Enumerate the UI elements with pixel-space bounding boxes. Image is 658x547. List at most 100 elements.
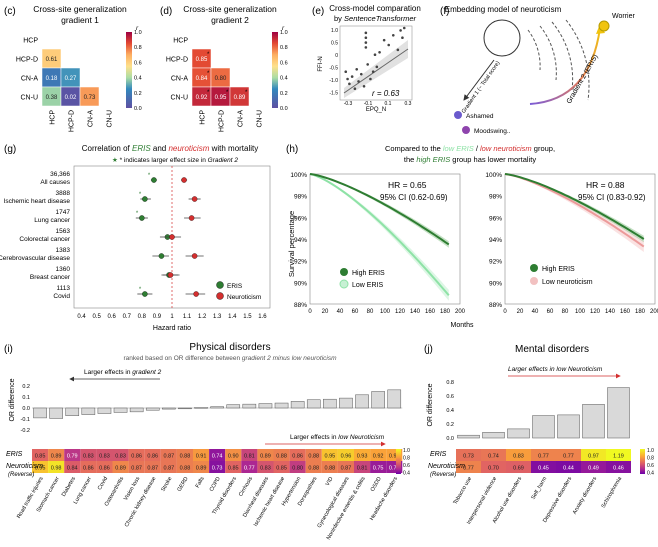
panel-i-colorbar — [396, 449, 401, 474]
or-bar — [355, 394, 369, 409]
heat-value: 0.80 — [292, 466, 303, 472]
scatter-xlabel: EPQ_N — [366, 107, 386, 113]
moodswing-node — [462, 126, 470, 134]
x-tick: -0.3 — [344, 101, 353, 107]
low-group-curve — [309, 173, 450, 296]
panel-f: (f) Embedding model of neuroticism Gradi… — [440, 5, 635, 135]
heat-value: 0.86 — [99, 466, 110, 472]
or-bar — [507, 428, 530, 439]
x-tick: 1.1 — [183, 314, 192, 320]
heat-value: 0.46 — [613, 466, 624, 472]
x-tick: 0.5 — [92, 314, 101, 320]
x-tick: 0.6 — [108, 314, 117, 320]
panel-i-ylabel: OR difference — [9, 378, 16, 421]
heat-value: 0.97 — [588, 454, 599, 460]
or-bar — [339, 397, 353, 409]
scatter-point — [357, 80, 360, 83]
scatter-point — [359, 72, 363, 76]
heat-cell — [337, 449, 354, 461]
heat-cell — [305, 449, 322, 461]
cell-value: 0.85 — [196, 57, 208, 63]
effect-star: * — [139, 287, 142, 293]
heatmap-cell — [229, 86, 250, 107]
y-tick: 1.0 — [331, 28, 338, 34]
y-tick: -0.2 — [21, 428, 30, 434]
heat-cell — [241, 449, 258, 461]
or-bar — [242, 403, 257, 409]
heat-cell — [112, 449, 129, 461]
neuro-point — [188, 215, 195, 221]
category-label: Depressive disorders — [542, 476, 573, 524]
heat-value: 0.86 — [292, 454, 303, 460]
eris-point — [142, 196, 148, 202]
scatter-point — [401, 36, 404, 40]
heat-cell — [370, 449, 387, 461]
y-tick: 88% — [294, 302, 307, 309]
heat-value: 0.49 — [588, 466, 599, 472]
colorbar-d-ticks: 1.0 0.8 0.6 0.4 0.2 0.0 — [280, 30, 288, 112]
heat-cell — [506, 449, 531, 461]
heat-value: 0.69 — [513, 466, 524, 472]
x-tick: 100 — [575, 309, 586, 315]
heat-cell — [305, 461, 322, 473]
legend-neuro-label: Neuroticism — [227, 294, 261, 301]
x-tick: 40 — [532, 309, 539, 315]
heat-cell — [456, 461, 481, 473]
y-tick: 96% — [489, 215, 502, 222]
heat-cell — [96, 449, 113, 461]
panel-e-letter: (e) — [312, 6, 324, 17]
heat-value: 0.81 — [244, 454, 255, 460]
heat-cell — [64, 449, 81, 461]
category-label: VID — [325, 476, 335, 487]
x-tick: 20 — [322, 309, 329, 315]
colorbar-tick: 0.4 — [403, 471, 410, 477]
x-tick: 140 — [605, 309, 616, 315]
or-bar — [582, 404, 605, 439]
panel-i-arrow-right-label: Larger effects in low Neuroticism — [290, 434, 385, 441]
heat-cell — [209, 449, 226, 461]
left-legend-high: High ERIS — [352, 270, 385, 277]
colorbar-c — [126, 32, 132, 108]
or-bar — [162, 407, 176, 410]
panel-g-note: ★ * indicates larger effect size in Grad… — [112, 156, 238, 164]
y-tick: 94% — [489, 237, 502, 244]
heat-cell — [531, 449, 556, 461]
heat-value: 0.86 — [83, 466, 94, 472]
left-legend-low-marker — [339, 279, 349, 289]
cell-value: 0.80 — [215, 76, 227, 82]
neuro-point — [191, 253, 198, 259]
category-label: Stroke — [160, 476, 173, 493]
x-tick: 120 — [395, 309, 406, 315]
panel-j-heatmap: 0.73 0.74 0.83 0.77 0.77 0.97 1.19 0.77 0.70 0.69… — [456, 449, 631, 473]
embedding-core-circle — [483, 19, 521, 57]
y-tick: 0.8 — [446, 380, 454, 386]
heat-value: 0.86 — [131, 454, 142, 460]
survival-xlabel: Months — [451, 322, 474, 329]
category-label: Falls — [195, 476, 206, 489]
or-bar — [226, 404, 241, 409]
colorbar-tick: 0.6 — [647, 463, 654, 469]
panel-i-row1-label: ERIS — [6, 451, 23, 458]
or-bar — [290, 401, 305, 409]
heat-cell — [48, 449, 65, 461]
heat-value: 0.92 — [389, 454, 400, 460]
heat-value: 0.98 — [51, 466, 62, 472]
heat-value: 0.89 — [115, 466, 126, 472]
heat-value: 0.91 — [196, 454, 207, 460]
or-bar — [482, 432, 505, 439]
left-legend-high-marker — [340, 268, 348, 276]
heat-cell — [64, 461, 81, 473]
heat-value: 0.95 — [324, 454, 335, 460]
cell-value: 0.61 — [46, 57, 58, 63]
significance-star: * — [207, 71, 210, 77]
heat-value: 0.87 — [131, 466, 142, 472]
colorbar-d — [272, 32, 278, 108]
heat-cell — [209, 461, 226, 473]
heat-cell — [321, 449, 338, 461]
panel-d-title-2: gradient 2 — [211, 15, 249, 25]
panel-j-ylabel: OR difference — [427, 383, 434, 426]
scatter-point — [355, 67, 359, 71]
